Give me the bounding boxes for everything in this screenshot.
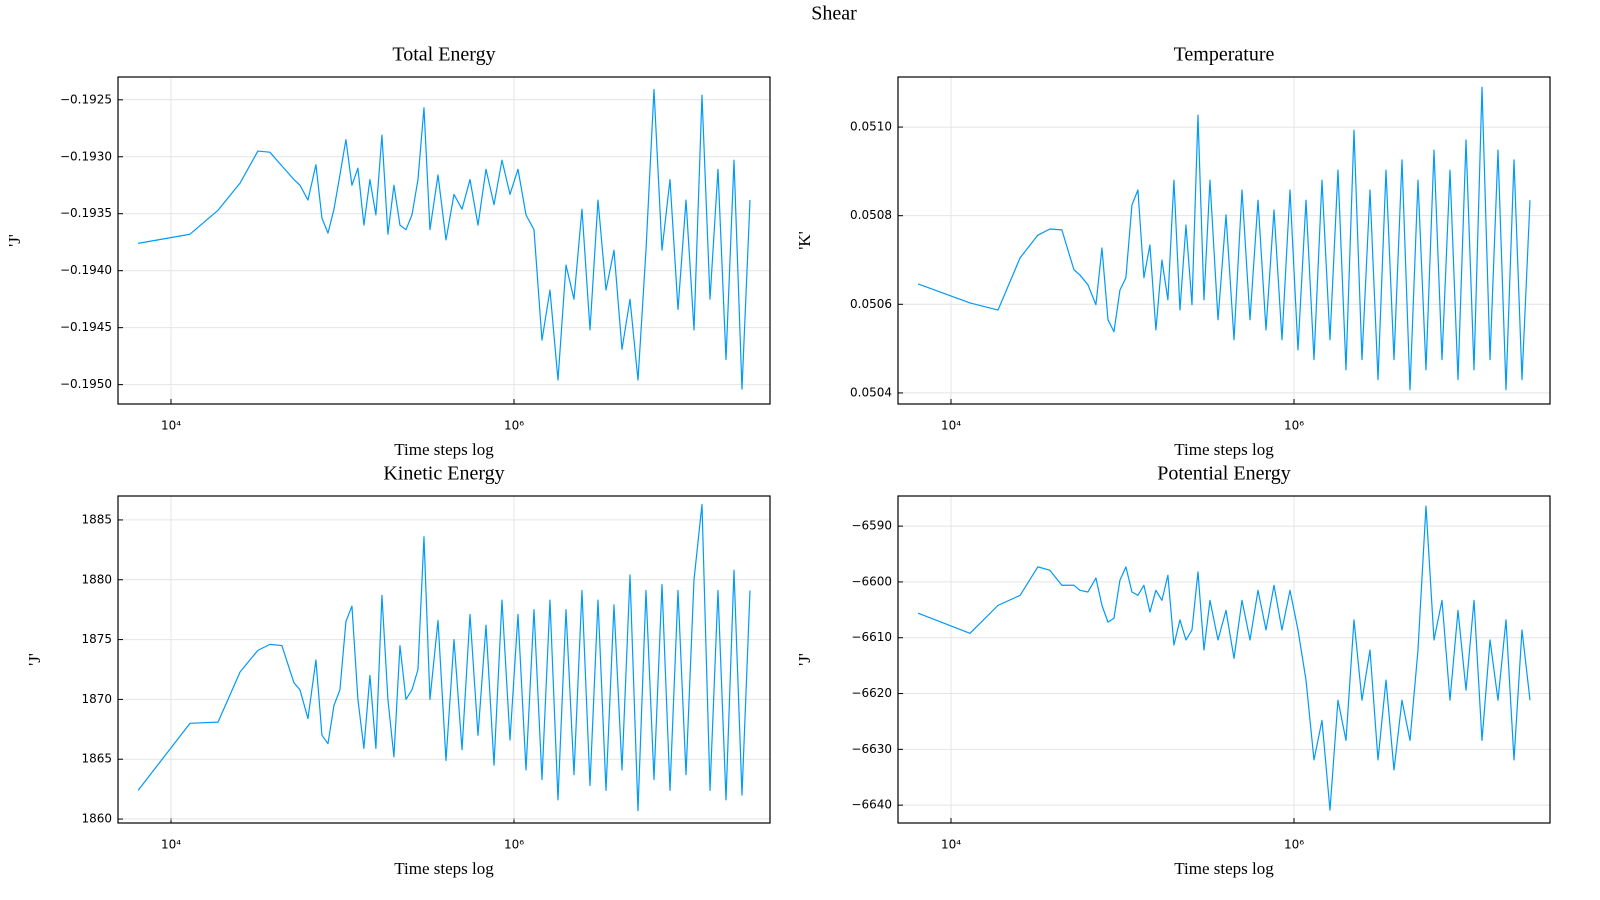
- subplot: 10⁴ 10⁶ −0.1950 −0.1945 −0.1940 −0.1935 −0.193…: [5, 44, 771, 459]
- figure-title: Shear: [811, 3, 857, 25]
- plot-frame: [117, 76, 771, 405]
- subplot: 10⁴ 10⁶ 1860 1865 1870 1875 1880 1885 Kinetic En…: [25, 463, 771, 878]
- y-tick-label: 0.0504: [850, 385, 892, 399]
- data-line: [917, 505, 1531, 811]
- y-tick-label: −0.1935: [60, 206, 112, 220]
- y-axis-label: 'J': [795, 653, 814, 666]
- x-axis-label: Time steps log: [394, 859, 494, 878]
- plot-frame: [117, 495, 771, 824]
- subplot-title: Kinetic Energy: [383, 463, 504, 485]
- x-tick-label: 10⁴: [941, 838, 961, 852]
- subplot-title: Temperature: [1174, 44, 1275, 66]
- y-tick-label: 0.0508: [850, 208, 892, 222]
- x-tick-label: 10⁴: [161, 419, 181, 433]
- x-tick-label: 10⁶: [1284, 419, 1304, 433]
- subplot-title: Total Energy: [392, 44, 495, 66]
- y-axis-label: 'J': [25, 653, 44, 666]
- y-tick-label: −6630: [851, 742, 892, 756]
- y-tick-label: 1875: [81, 632, 112, 646]
- y-tick-label: −6640: [851, 798, 892, 812]
- y-tick-label: −0.1945: [60, 320, 112, 334]
- y-tick-label: 1880: [81, 572, 112, 586]
- x-tick-label: 10⁴: [941, 419, 961, 433]
- y-tick-label: 1860: [81, 812, 112, 826]
- plot-frame: [897, 495, 1551, 824]
- x-tick-label: 10⁶: [504, 419, 524, 433]
- x-axis-label: Time steps log: [394, 440, 494, 459]
- y-tick-label: −0.1940: [60, 263, 112, 277]
- y-tick-label: 1885: [81, 512, 112, 526]
- y-tick-label: −0.1925: [60, 92, 112, 106]
- x-tick-label: 10⁶: [504, 838, 524, 852]
- y-tick-label: 1865: [81, 752, 112, 766]
- subplot: 10⁴ 10⁶ −6640 −6630 −6620 −6610 −6600 −6590 Pote…: [795, 463, 1551, 878]
- data-line: [137, 503, 751, 812]
- subplot-title: Potential Energy: [1157, 463, 1291, 485]
- x-axis-label: Time steps log: [1174, 859, 1274, 878]
- y-tick-label: −6610: [851, 630, 892, 644]
- y-tick-label: −0.1950: [60, 377, 112, 391]
- y-axis-label: 'K': [795, 231, 814, 249]
- y-tick-label: −6600: [851, 574, 892, 588]
- y-tick-label: −0.1930: [60, 149, 112, 163]
- plot-frame: [897, 76, 1551, 405]
- x-axis-label: Time steps log: [1174, 440, 1274, 459]
- y-tick-label: −6620: [851, 686, 892, 700]
- x-tick-label: 10⁶: [1284, 838, 1304, 852]
- data-line: [137, 88, 751, 390]
- data-line: [917, 86, 1531, 391]
- x-tick-label: 10⁴: [161, 838, 181, 852]
- y-tick-label: 0.0506: [850, 297, 892, 311]
- y-tick-label: −6590: [851, 519, 892, 533]
- subplot: 10⁴ 10⁶ 0.0504 0.0506 0.0508 0.0510 Temperatur…: [795, 44, 1551, 459]
- y-axis-label: 'J': [5, 234, 24, 247]
- y-tick-label: 0.0510: [850, 120, 892, 134]
- y-tick-label: 1870: [81, 692, 112, 706]
